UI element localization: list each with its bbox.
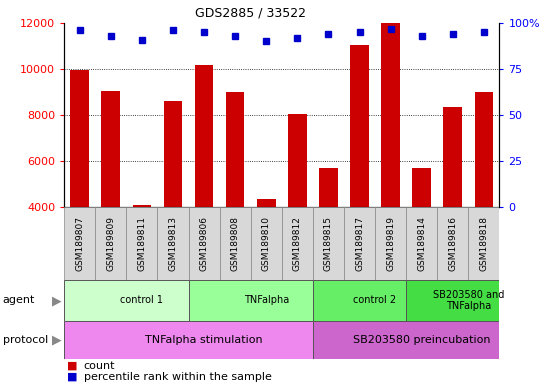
Text: GSM189808: GSM189808	[230, 216, 239, 271]
Bar	[381, 23, 400, 300]
Bar	[406, 280, 499, 321]
Text: GSM189816: GSM189816	[448, 216, 457, 271]
Bar	[64, 207, 95, 280]
Bar	[189, 280, 313, 321]
Text: control 1: control 1	[121, 295, 163, 306]
Text: GSM189815: GSM189815	[324, 216, 333, 271]
Text: GSM189813: GSM189813	[169, 216, 177, 271]
Bar	[313, 321, 499, 359]
Bar	[288, 114, 307, 300]
Bar	[220, 207, 251, 280]
Bar	[157, 207, 189, 280]
Bar	[70, 70, 89, 300]
Text: ▶: ▶	[52, 333, 61, 346]
Bar	[282, 207, 313, 280]
Bar	[64, 280, 189, 321]
Text: TNFalpha: TNFalpha	[244, 295, 289, 306]
Bar	[437, 207, 468, 280]
Text: control 2: control 2	[354, 295, 397, 306]
Text: GSM189814: GSM189814	[417, 217, 426, 271]
Bar	[163, 101, 182, 300]
Text: GSM189812: GSM189812	[293, 217, 302, 271]
Text: GSM189807: GSM189807	[75, 216, 84, 271]
Text: ■: ■	[67, 372, 78, 382]
Text: ■: ■	[67, 361, 78, 371]
Text: agent: agent	[3, 295, 35, 306]
Bar	[257, 199, 276, 300]
Bar	[350, 45, 369, 300]
Text: count: count	[84, 361, 115, 371]
Text: GSM189806: GSM189806	[200, 216, 209, 271]
Text: TNFalpha stimulation: TNFalpha stimulation	[145, 335, 263, 345]
Text: SB203580 preincubation: SB203580 preincubation	[353, 335, 490, 345]
Bar	[375, 207, 406, 280]
Text: ▶: ▶	[52, 294, 61, 307]
Bar	[195, 65, 213, 300]
Text: SB203580 and
TNFalpha: SB203580 and TNFalpha	[432, 290, 504, 311]
Bar	[474, 92, 493, 300]
Bar	[406, 207, 437, 280]
Bar	[412, 168, 431, 300]
Bar	[102, 91, 120, 300]
Text: GSM189818: GSM189818	[479, 216, 488, 271]
Text: GSM189810: GSM189810	[262, 216, 271, 271]
Bar	[468, 207, 499, 280]
Bar	[319, 168, 338, 300]
Bar	[64, 321, 313, 359]
Bar	[251, 207, 282, 280]
Text: GSM189811: GSM189811	[137, 216, 146, 271]
Bar	[226, 92, 244, 300]
Bar	[189, 207, 220, 280]
Text: GSM189809: GSM189809	[107, 216, 116, 271]
Bar	[344, 207, 375, 280]
Bar	[313, 207, 344, 280]
Bar	[313, 280, 406, 321]
Text: GSM189819: GSM189819	[386, 216, 395, 271]
Text: protocol: protocol	[3, 335, 48, 345]
Bar	[133, 205, 151, 300]
Text: GDS2885 / 33522: GDS2885 / 33522	[195, 6, 306, 19]
Bar	[95, 207, 126, 280]
Text: GSM189817: GSM189817	[355, 216, 364, 271]
Bar	[444, 107, 462, 300]
Bar	[126, 207, 157, 280]
Text: percentile rank within the sample: percentile rank within the sample	[84, 372, 272, 382]
